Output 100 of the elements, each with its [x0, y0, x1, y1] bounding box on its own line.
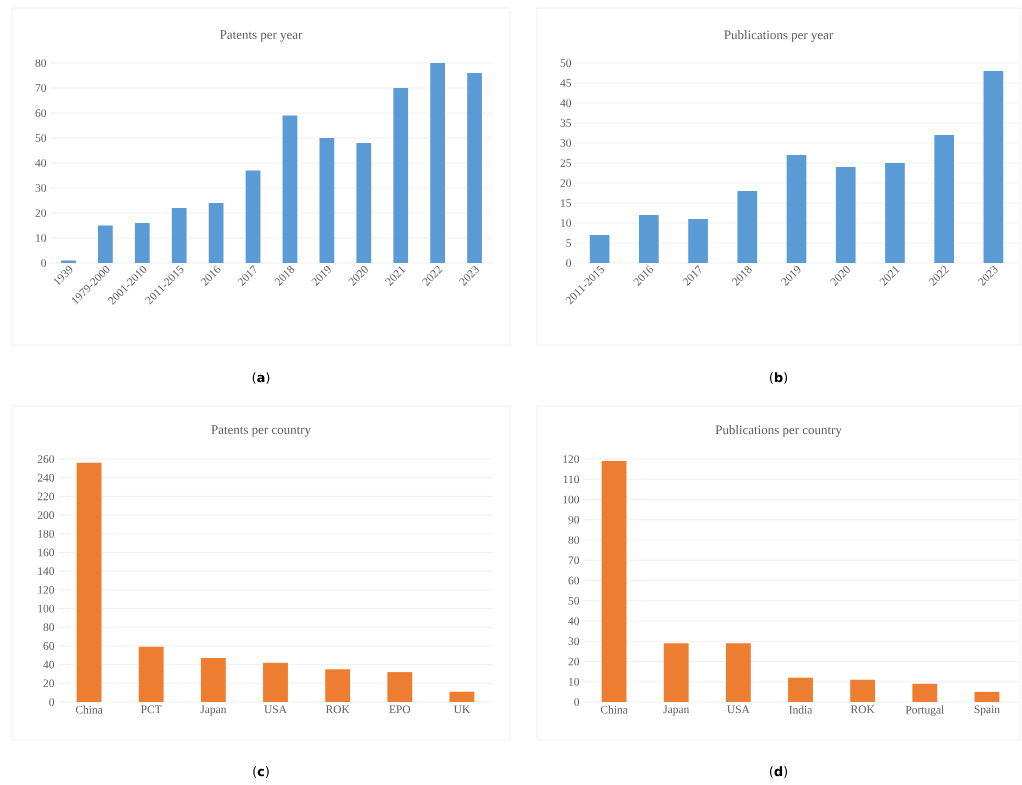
- y-tick-label: 240: [37, 473, 55, 482]
- y-tick-label: 70: [35, 84, 47, 92]
- text: (b): [769, 372, 788, 384]
- bar: [589, 235, 610, 263]
- y-tick-label: 260: [37, 455, 55, 463]
- bar: [134, 223, 150, 263]
- y-tick-label: 10: [561, 219, 572, 227]
- y-tick-label: 45: [560, 79, 572, 87]
- bar: [688, 219, 708, 263]
- bar: [449, 691, 475, 702]
- bar: [325, 669, 351, 702]
- y-tick-label: 0: [49, 698, 55, 706]
- x-tick-label: USA: [264, 705, 287, 714]
- y-tick-label: 140: [38, 567, 55, 576]
- y-tick-label: 220: [37, 492, 55, 501]
- chart-title: Patents per country: [211, 425, 311, 437]
- x-tick-label: ROK: [325, 705, 350, 714]
- y-tick-label: 20: [43, 679, 55, 688]
- x-tick-label: Spain: [974, 705, 1000, 716]
- y-tick-label: 60: [43, 642, 55, 650]
- y-tick-label: 25: [560, 159, 572, 167]
- bar: [263, 662, 288, 702]
- y-tick-label: 0: [574, 698, 580, 706]
- bar: [387, 672, 413, 702]
- y-tick-label: 50: [568, 596, 580, 605]
- bar: [786, 155, 807, 263]
- y-tick-label: 90: [568, 515, 580, 524]
- bar: [934, 135, 955, 263]
- y-tick-label: 120: [38, 585, 55, 594]
- y-tick-label: 15: [561, 199, 572, 207]
- y-tick-label: 110: [563, 475, 580, 484]
- bar: [835, 167, 856, 263]
- y-tick-label: 60: [568, 576, 580, 585]
- y-tick-label: 0: [41, 259, 47, 267]
- y-tick-label: 5: [566, 239, 572, 247]
- y-tick-label: 80: [568, 536, 580, 544]
- bar: [138, 646, 164, 702]
- bar: [983, 71, 1004, 263]
- bar: [430, 63, 446, 263]
- y-tick-label: 10: [36, 234, 47, 242]
- bar: [725, 643, 751, 702]
- y-tick-label: 80: [35, 59, 47, 67]
- x-tick-label: China: [75, 705, 103, 714]
- y-tick-label: 40: [35, 159, 47, 167]
- bar: [245, 170, 261, 263]
- bar: [467, 73, 482, 263]
- x-tick-label: PCT: [141, 705, 162, 714]
- x-tick-label: Portugal: [905, 705, 944, 716]
- chart-title: Patents per year: [220, 30, 303, 42]
- bar: [912, 683, 938, 702]
- bar: [319, 138, 335, 263]
- y-tick-label: 100: [563, 495, 580, 504]
- y-tick-label: 30: [568, 637, 580, 646]
- bar: [171, 208, 187, 263]
- y-tick-label: 200: [37, 511, 55, 519]
- y-tick-label: 30: [35, 184, 47, 192]
- y-tick-label: 40: [560, 99, 572, 107]
- y-tick-label: 20: [35, 209, 47, 217]
- bar: [974, 691, 1000, 702]
- bar: [788, 677, 813, 702]
- y-tick-label: 80: [43, 623, 55, 632]
- y-tick-label: 160: [38, 548, 55, 557]
- y-tick-label: 50: [35, 134, 47, 142]
- bar: [282, 115, 298, 263]
- bar: [200, 658, 226, 702]
- y-tick-label: 0: [566, 259, 572, 267]
- bar: [663, 643, 689, 702]
- bar: [393, 88, 409, 263]
- y-tick-label: 180: [38, 529, 55, 538]
- bar: [639, 215, 659, 263]
- y-tick-label: 30: [560, 139, 572, 147]
- bar: [885, 163, 905, 263]
- x-tick-label: UK: [453, 705, 471, 714]
- y-tick-label: 120: [563, 455, 580, 463]
- y-tick-label: 60: [35, 109, 47, 117]
- y-tick-label: 35: [560, 119, 572, 127]
- chart-title: Publications per year: [724, 30, 834, 42]
- x-tick-label: China: [600, 705, 628, 714]
- bar: [356, 143, 372, 263]
- y-tick-label: 40: [43, 660, 55, 669]
- x-tick-label: India: [789, 705, 813, 714]
- y-tick-label: 20: [560, 179, 572, 187]
- x-tick-label: EPO: [389, 705, 411, 714]
- text: (a): [252, 372, 270, 384]
- bar: [208, 203, 224, 263]
- bar: [737, 191, 758, 263]
- chart-title: Publications per country: [715, 425, 842, 437]
- x-tick-label: USA: [727, 705, 750, 714]
- text: (c): [253, 766, 269, 778]
- y-tick-label: 70: [568, 556, 580, 565]
- y-tick-label: 20: [568, 657, 580, 666]
- text: (d): [769, 766, 788, 778]
- y-tick-label: 10: [569, 677, 580, 686]
- bar: [601, 461, 627, 702]
- y-tick-label: 100: [38, 604, 55, 613]
- y-tick-label: 50: [560, 59, 572, 67]
- bar: [61, 260, 76, 263]
- x-tick-label: Japan: [663, 705, 690, 716]
- y-tick-label: 40: [568, 617, 580, 625]
- x-tick-label: Japan: [200, 705, 227, 716]
